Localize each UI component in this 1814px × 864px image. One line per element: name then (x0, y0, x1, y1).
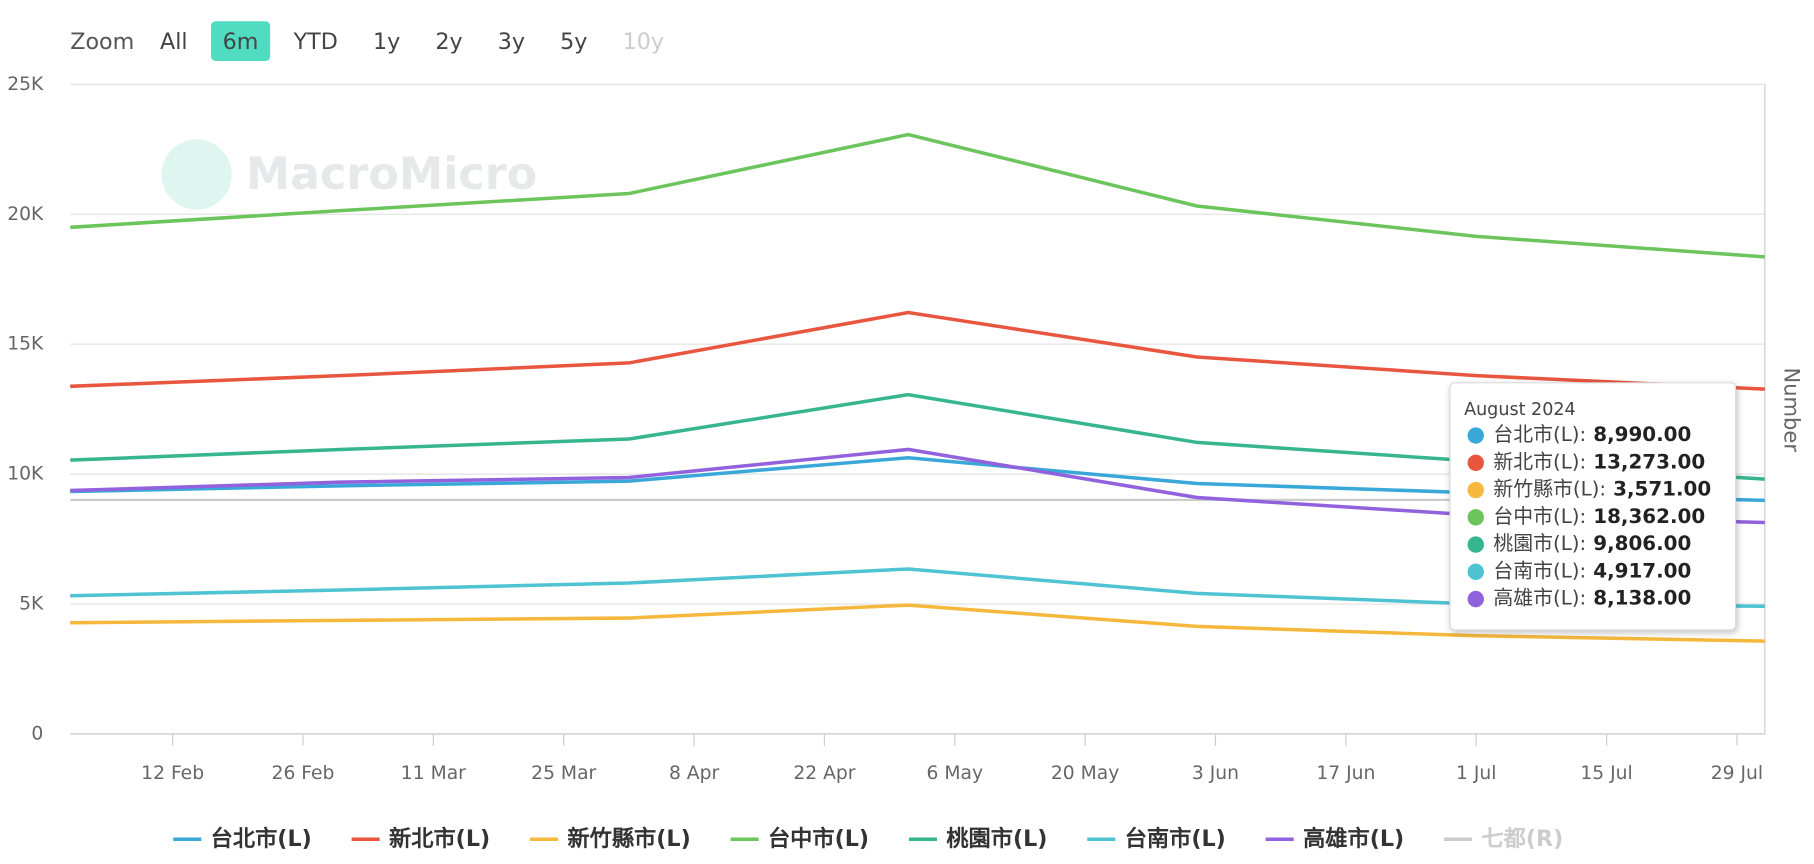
tooltip-label: 高雄市(L): (1493, 587, 1586, 610)
zoom-button[interactable]: 5y (548, 21, 599, 61)
legend-item[interactable]: 新竹縣市(L) (529, 825, 691, 852)
zoom-button-label: YTD (293, 29, 338, 55)
tooltip-value: 3,571.00 (1613, 478, 1711, 501)
watermark-logo (161, 139, 232, 210)
tooltip-dot (1467, 509, 1484, 526)
watermark-text: MacroMicro (246, 149, 537, 200)
y-tick-label: 25K (7, 74, 44, 95)
y2-axis-label: Number (1780, 367, 1805, 452)
x-tick-label: 15 Jul (1580, 763, 1632, 784)
legend-label: 高雄市(L) (1303, 825, 1404, 852)
zoom-label: Zoom (70, 29, 134, 55)
tooltip-value: 8,990.00 (1593, 423, 1691, 446)
x-tick-label: 3 Jun (1192, 763, 1239, 784)
legend-label: 桃園市(L) (946, 825, 1047, 852)
series-line (70, 132, 1765, 259)
legend-item[interactable]: 桃園市(L) (908, 825, 1048, 852)
tooltip-label: 台北市(L): (1493, 423, 1586, 446)
tooltip-dot (1467, 454, 1484, 471)
y-tick-label: 15K (7, 334, 44, 355)
zoom-button[interactable]: 2y (424, 21, 475, 61)
legend-label: 新竹縣市(L) (567, 825, 690, 852)
legend-item[interactable]: 新北市(L) (351, 825, 491, 852)
y-tick-label: 10K (7, 464, 44, 485)
zoom-button-label: 1y (373, 29, 400, 55)
x-tick-label: 17 Jun (1316, 763, 1375, 784)
zoom-button-bg (210, 21, 271, 62)
tooltip-bg (1449, 382, 1737, 631)
zoom-button[interactable]: 6m (210, 21, 271, 62)
tooltip: August 2024 台北市(L): 8,990.00 新北市(L): 13,273.… (1449, 382, 1737, 631)
tooltip-label: 新北市(L): (1493, 450, 1586, 473)
x-tick-label: 29 Jul (1711, 763, 1763, 784)
legend-label: 七都(R) (1481, 826, 1563, 852)
x-tick-label: 8 Apr (669, 763, 720, 784)
tooltip-label: 台南市(L): (1493, 559, 1586, 582)
x-tick-label: 6 May (926, 763, 983, 784)
legend-label: 台南市(L) (1125, 825, 1226, 852)
x-tick-label: 22 Apr (793, 763, 855, 784)
x-tick-label: 1 Jul (1456, 763, 1496, 784)
legend-label: 新北市(L) (389, 825, 490, 852)
x-tick-label: 26 Feb (272, 763, 335, 784)
tooltip-label: 台中市(L): (1493, 505, 1586, 528)
series-line (70, 310, 1765, 391)
zoom-button-label: All (160, 29, 188, 55)
zoom-button-label: 10y (623, 29, 664, 55)
y-tick-label: 20K (7, 204, 44, 225)
x-tick-label: 20 May (1051, 763, 1119, 784)
zoom-button-label: 2y (435, 29, 462, 55)
zoom-button: 10y (623, 29, 664, 55)
watermark: MacroMicro (161, 139, 537, 210)
zoom-button-label: 6m (223, 29, 259, 55)
zoom-button[interactable]: All (148, 21, 199, 61)
zoom-button-label: 5y (560, 29, 587, 55)
tooltip-dot (1467, 536, 1484, 553)
y-tick-label: 0 (31, 723, 43, 744)
tooltip-dot (1467, 563, 1484, 581)
series-line (70, 603, 1765, 643)
tooltip-dot (1467, 481, 1484, 499)
legend-item[interactable]: 高雄市(L) (1265, 825, 1405, 852)
legend-label: 台中市(L) (768, 825, 869, 852)
legend-item[interactable]: 七都(R) (1443, 826, 1563, 852)
tooltip-title: August 2024 (1464, 400, 1576, 420)
tooltip-dot (1467, 590, 1484, 608)
legend-item[interactable]: 台北市(L) (173, 825, 312, 852)
tooltip-value: 8,138.00 (1593, 587, 1691, 610)
tooltip-dot (1467, 427, 1484, 444)
zoom-button-label: 3y (498, 29, 525, 55)
tooltip-value: 4,917.00 (1593, 559, 1691, 582)
x-tick-label: 12 Feb (141, 763, 204, 784)
zoom-button[interactable]: 3y (486, 21, 537, 61)
tooltip-value: 18,362.00 (1593, 505, 1705, 528)
tooltip-label: 新竹縣市(L): (1493, 478, 1606, 501)
zoom-button[interactable]: YTD (282, 21, 350, 61)
x-tick-label: 11 Mar (401, 763, 466, 784)
zoom-button[interactable]: 1y (361, 21, 412, 61)
legend-item[interactable]: 台南市(L) (1087, 825, 1226, 852)
x-tick-label: 25 Mar (531, 763, 596, 784)
tooltip-value: 13,273.00 (1593, 450, 1705, 473)
y-tick-label: 5K (19, 594, 44, 615)
tooltip-value: 9,806.00 (1593, 532, 1691, 555)
legend-item[interactable]: 台中市(L) (730, 825, 870, 852)
tooltip-label: 桃園市(L): (1493, 532, 1586, 555)
legend-label: 台北市(L) (211, 825, 312, 852)
